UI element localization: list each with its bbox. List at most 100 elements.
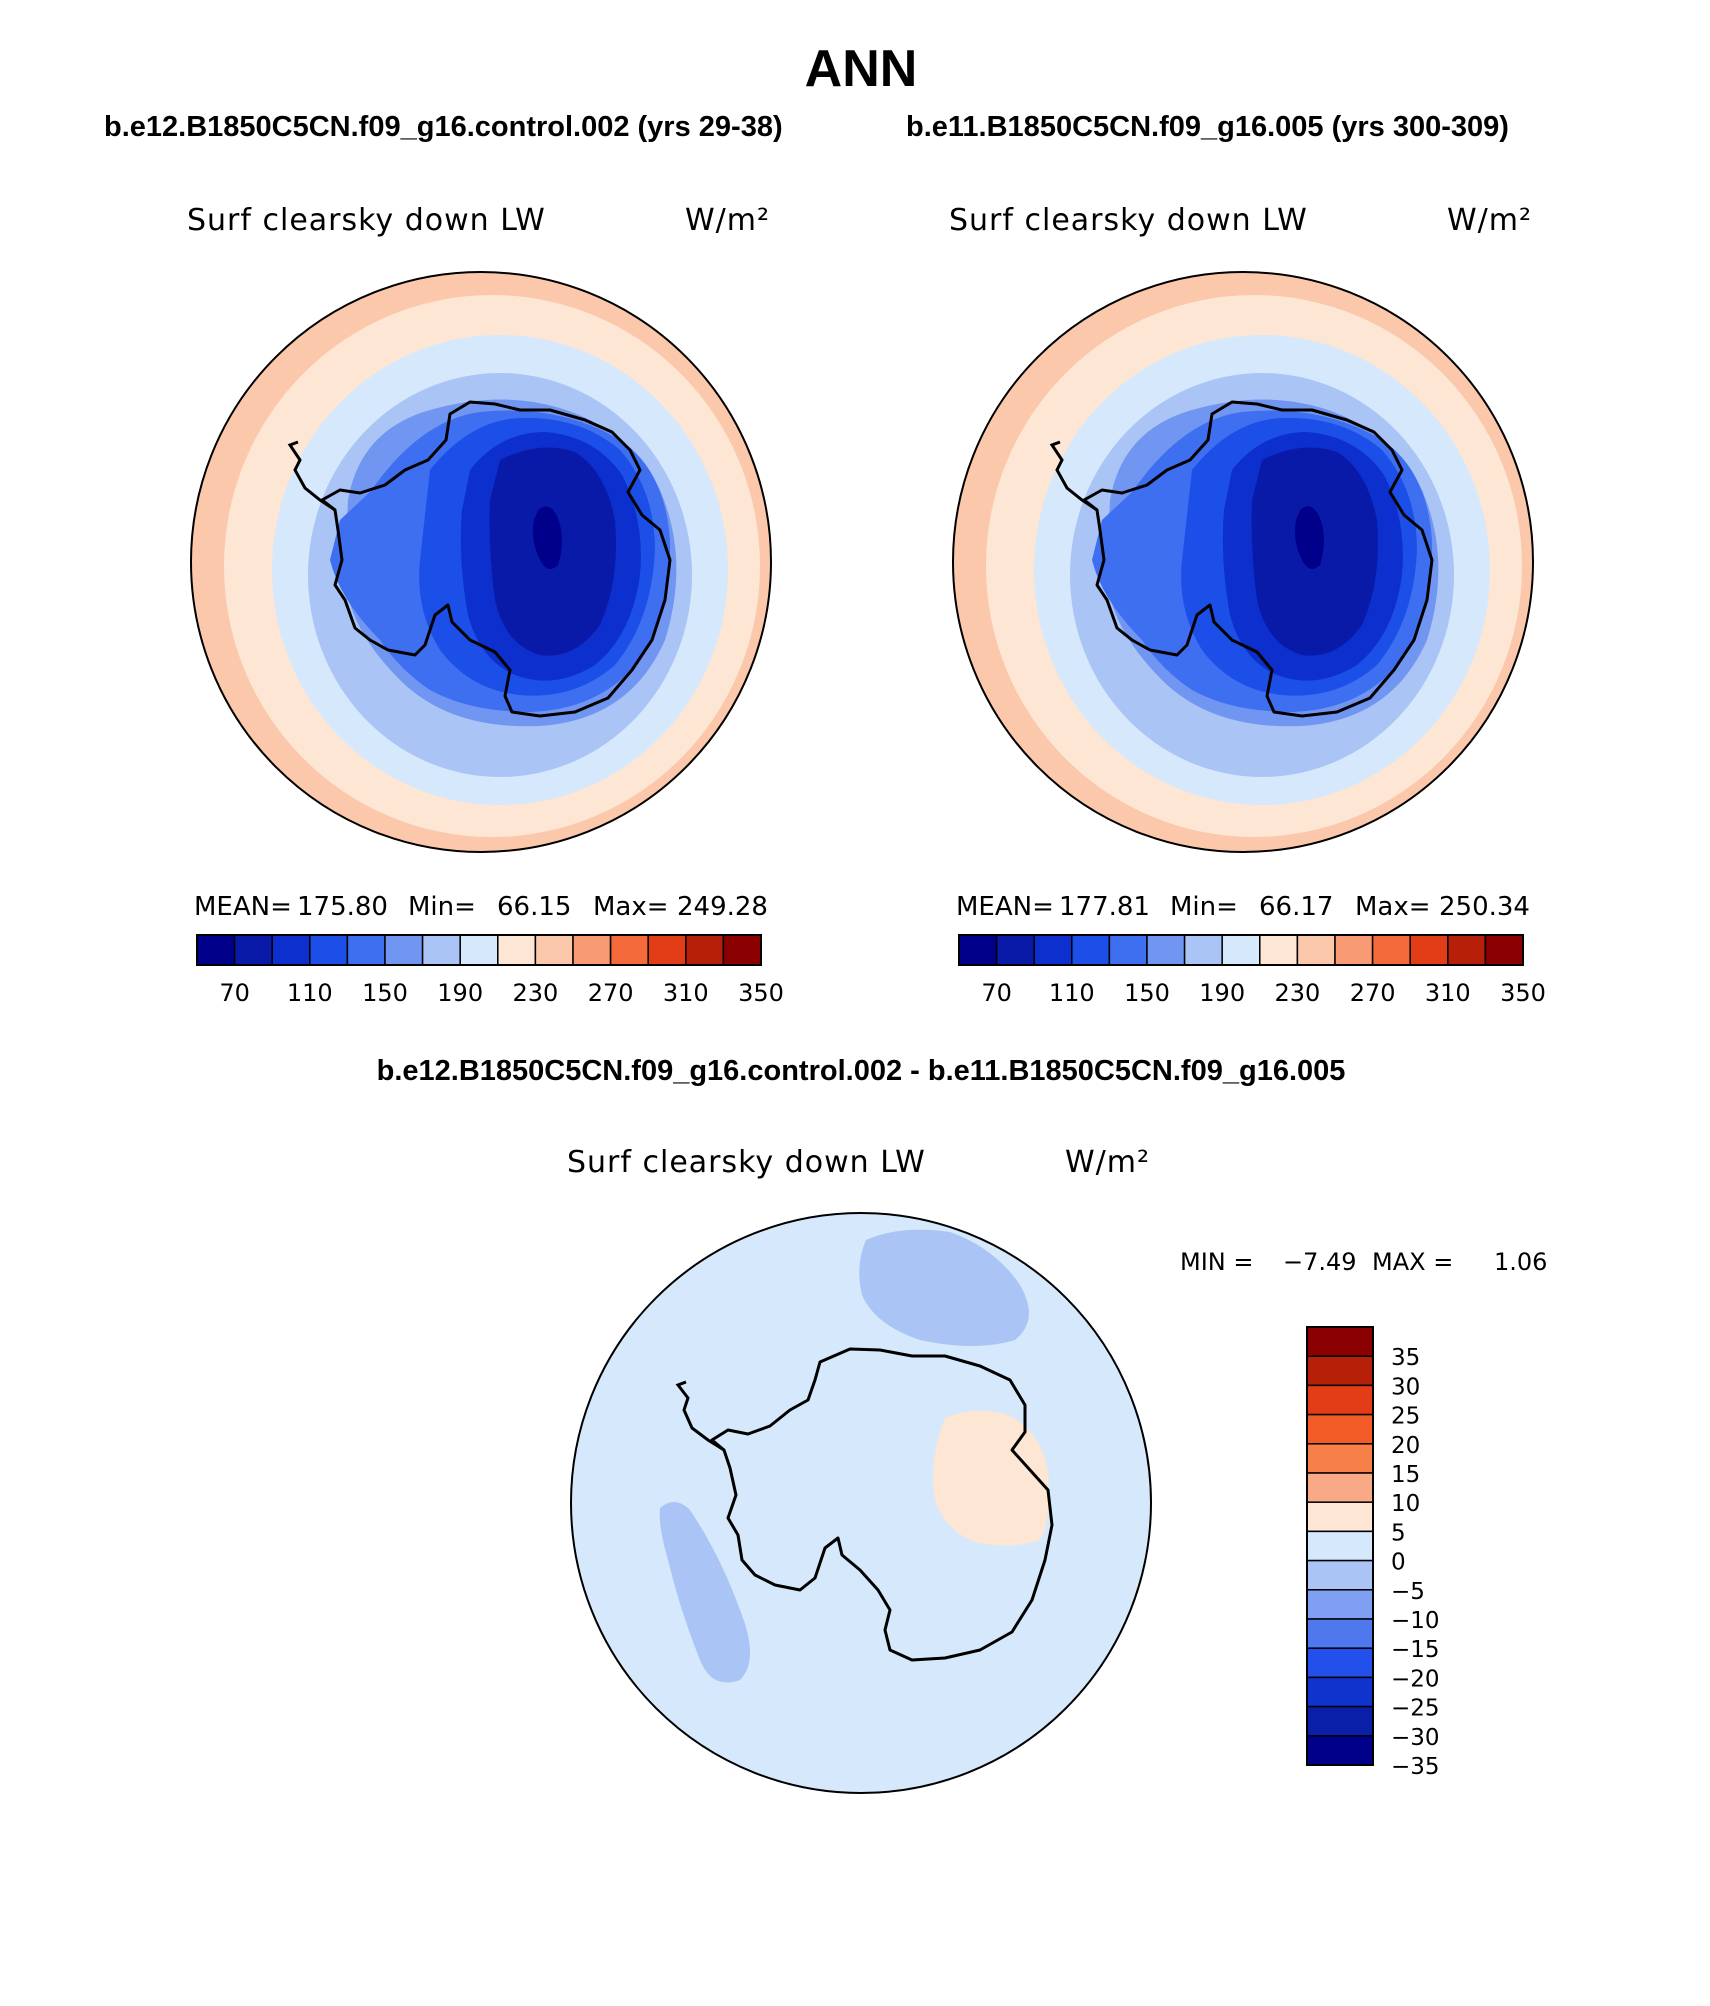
colorbar-tick-label: 0 [1391, 1550, 1406, 1576]
colorbar-swatch [958, 934, 998, 966]
panel2-map [953, 272, 1533, 852]
colorbar-tick-label: −5 [1391, 1579, 1425, 1605]
panel1-min-label: Min= [408, 892, 476, 922]
colorbar-swatch [572, 934, 612, 966]
diff-min-value: −7.49 [1283, 1248, 1357, 1276]
colorbar-swatch [1371, 934, 1411, 966]
colorbar-tick-label: −35 [1391, 1754, 1440, 1780]
colorbar-tick-label: 190 [1199, 979, 1245, 1007]
panel2-min-label: Min= [1170, 892, 1238, 922]
colorbar-tick-label: 5 [1391, 1520, 1406, 1546]
diff-map-border [570, 1212, 1152, 1794]
panel1-mean-label: MEAN= [194, 892, 292, 922]
colorbar-swatch [1334, 934, 1374, 966]
colorbar-swatch [685, 934, 725, 966]
colorbar-tick-label: 350 [1500, 979, 1546, 1007]
colorbar-tick-label: 70 [219, 979, 250, 1007]
diff-peninsula [675, 1380, 725, 1452]
diff-patch-positive [932, 1410, 1049, 1546]
panel2-title: b.e11.B1850C5CN.f09_g16.005 (yrs 300-309… [906, 111, 1509, 143]
panel2-min-value: 66.17 [1259, 892, 1333, 922]
panel1: Surf clearsky down LW W/m² MEAN= 175.80 … [187, 203, 784, 1007]
colorbar-swatch [1306, 1326, 1374, 1357]
diff-max-value: 1.06 [1494, 1248, 1547, 1276]
panel2-band-70 [1294, 506, 1324, 569]
colorbar-swatch [421, 934, 461, 966]
diff-panel: Surf clearsky down LW W/m² MIN = −7.49 M… [567, 1145, 1547, 1794]
colorbar-tick-label: 310 [663, 979, 709, 1007]
diff-patch-minus5-west [659, 1501, 750, 1683]
panel2-colorbar: 70 110 150 190 230 270 310 350 [958, 934, 1546, 1007]
colorbar-tick-label: 25 [1391, 1404, 1420, 1430]
colorbar-tick-label: 110 [287, 979, 333, 1007]
colorbar-tick-label: −25 [1391, 1696, 1440, 1722]
panel1-max-label: Max= [593, 892, 669, 922]
colorbar-swatch [1306, 1530, 1374, 1562]
panel1-variable-label: Surf clearsky down LW [187, 203, 546, 238]
colorbar-swatch [995, 934, 1035, 966]
colorbar-swatch [1306, 1413, 1374, 1445]
colorbar-swatch [459, 934, 499, 966]
colorbar-tick-label: −10 [1391, 1608, 1440, 1634]
colorbar-swatch [1306, 1647, 1374, 1679]
colorbar-tick-label: 150 [1124, 979, 1170, 1007]
panel1-peninsula [287, 440, 336, 512]
colorbar-tick-label: −15 [1391, 1637, 1440, 1663]
panel2-max-label: Max= [1355, 892, 1431, 922]
colorbar-swatch [309, 934, 349, 966]
colorbar-tick-label: 310 [1425, 979, 1471, 1007]
panel1-stats: MEAN= 175.80 Min= 66.15 Max= 249.28 [194, 892, 768, 922]
colorbar-tick-label: 230 [1274, 979, 1320, 1007]
diff-band-zero-to-minus5 [571, 1213, 1151, 1793]
colorbar-tick-label: 30 [1391, 1374, 1420, 1400]
panel2-mean-label: MEAN= [956, 892, 1054, 922]
diff-units-label: W/m² [1065, 1145, 1150, 1180]
colorbar-frame [1306, 1326, 1374, 1766]
colorbar-swatch [722, 934, 762, 966]
colorbar-frame [196, 934, 762, 966]
diff-max-label: MAX = [1372, 1248, 1453, 1276]
panel1-map-border [190, 271, 772, 853]
colorbar-swatch [1409, 934, 1449, 966]
colorbar-swatch [1146, 934, 1186, 966]
panel1-min-value: 66.15 [497, 892, 571, 922]
colorbar-swatch [1296, 934, 1336, 966]
colorbar-swatch [271, 934, 311, 966]
colorbar-swatch [233, 934, 273, 966]
colorbar-swatch [1306, 1443, 1374, 1474]
colorbar-swatch [1183, 934, 1223, 966]
diff-min-label: MIN = [1180, 1248, 1253, 1276]
diff-stats: MIN = −7.49 MAX = 1.06 [1180, 1248, 1547, 1276]
diff-variable-label: Surf clearsky down LW [567, 1145, 926, 1180]
diff-colorbar: 35 30 25 20 15 10 5 0 −5 −10 −15 −20 −25 −30 −35 [1306, 1326, 1440, 1780]
diff-map [571, 1213, 1151, 1793]
colorbar-tick-label: 35 [1391, 1345, 1420, 1371]
colorbar-swatch [1033, 934, 1073, 966]
panel1-title: b.e12.B1850C5CN.f09_g16.control.002 (yrs… [104, 111, 783, 143]
colorbar-swatch [1306, 1384, 1374, 1416]
colorbar-swatch [1447, 934, 1487, 966]
panel2-stats: MEAN= 177.81 Min= 66.17 Max= 250.34 [956, 892, 1530, 922]
colorbar-swatch [534, 934, 574, 966]
panel2-map-border [952, 271, 1534, 853]
colorbar-swatch [1221, 934, 1261, 966]
figure-title: ANN [805, 40, 918, 98]
colorbar-swatch [1306, 1676, 1374, 1708]
colorbar-swatch [1306, 1472, 1374, 1503]
colorbar-swatch [647, 934, 687, 966]
diff-patch-minus5-north [859, 1229, 1029, 1346]
colorbar-tick-label: 270 [1350, 979, 1396, 1007]
colorbar-swatch [1306, 1618, 1374, 1649]
colorbar-swatch [1306, 1705, 1374, 1737]
colorbar-swatch [1306, 1735, 1374, 1766]
colorbar-swatch [346, 934, 386, 966]
panel1-mean-value: 175.80 [297, 892, 388, 922]
colorbar-tick-label: −20 [1391, 1666, 1440, 1692]
panel1-max-value: 249.28 [677, 892, 768, 922]
panel1-map [191, 272, 771, 852]
colorbar-tick-label: 150 [362, 979, 408, 1007]
panel1-band-70 [532, 506, 562, 569]
diff-title: b.e12.B1850C5CN.f09_g16.control.002 - b.… [377, 1055, 1346, 1087]
panel2-mean-value: 177.81 [1059, 892, 1150, 922]
